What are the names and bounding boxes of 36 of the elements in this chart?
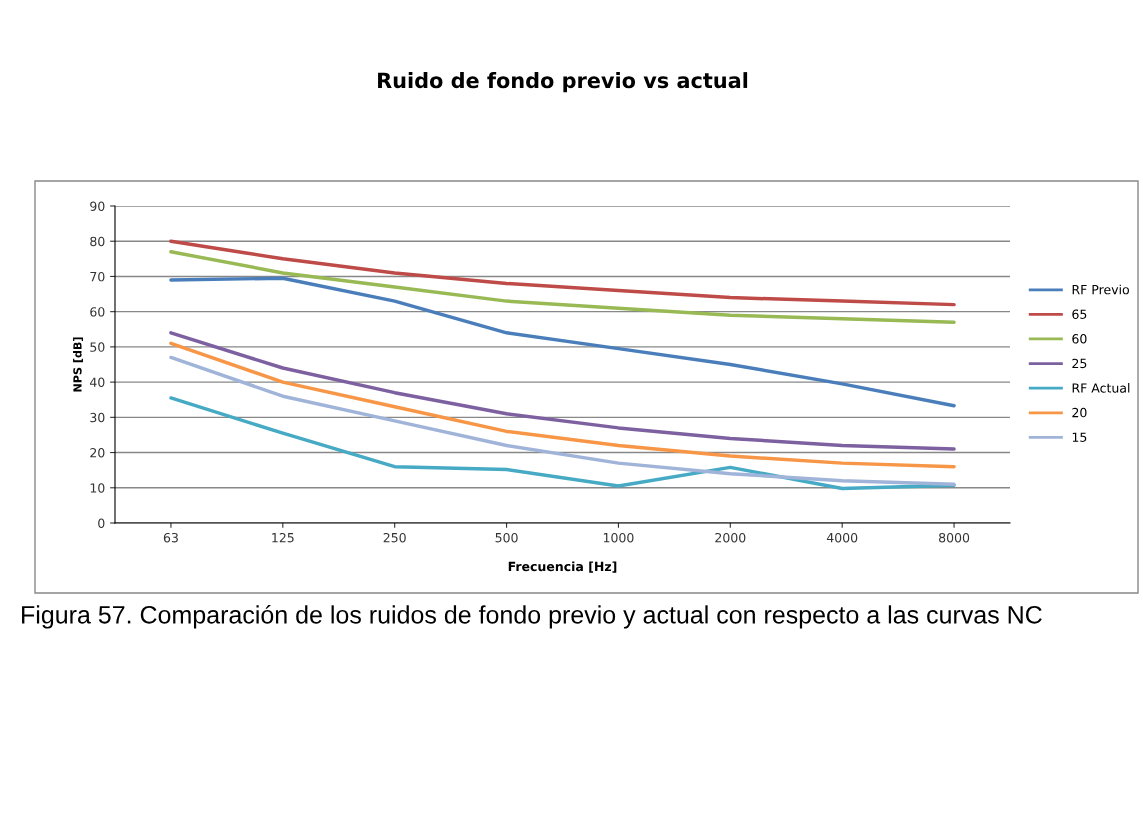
y-tick-label: 50 (90, 342, 105, 352)
y-tick-label: 40 (89, 377, 105, 388)
x-tick-label: 2000 (715, 532, 746, 543)
legend-label: RF Previo (1072, 284, 1129, 295)
line-series (169, 331, 956, 451)
text: Figura 57. Comparación de los ruidos de fondo previo y actual con respecto a las curvas NC (22, 605, 1042, 629)
y-tick-label: 80 (90, 236, 105, 247)
x-axis-title: Frecuencia [Hz] (508, 561, 617, 573)
legend-label: 15 (1072, 432, 1087, 442)
legend-label: 25 (1072, 358, 1087, 369)
legend-label: RF Actual (1072, 383, 1130, 393)
line-series (169, 355, 956, 486)
y-tick-label: 90 (90, 201, 105, 211)
y-tick-label: 60 (90, 307, 105, 317)
x-tick-label: 63 (163, 532, 178, 543)
y-tick-label: 0 (98, 518, 105, 528)
line-series (169, 276, 956, 408)
x-tick-label: 500 (495, 532, 518, 543)
line-series (169, 396, 956, 491)
y-tick-label: 10 (90, 483, 105, 493)
y-tick-label: 70 (90, 271, 105, 282)
y-tick-label: 30 (90, 412, 105, 423)
line-series (169, 250, 956, 324)
x-tick-label: 250 (383, 532, 406, 543)
x-tick-label: 8000 (939, 532, 970, 543)
line-series (169, 341, 956, 469)
y-tick-label: 20 (90, 448, 105, 458)
x-tick-label: 4000 (826, 532, 858, 543)
chart-title: Ruido de fondo previo vs actual (378, 72, 748, 93)
x-tick-label: 1000 (603, 532, 634, 543)
legend-label: 20 (1072, 407, 1087, 418)
x-tick-label: 125 (272, 532, 294, 543)
y-axis-title: NPS [dB] (73, 337, 83, 392)
legend-label: 65 (1072, 309, 1087, 319)
line-series (169, 239, 956, 307)
legend-label: 60 (1072, 334, 1087, 344)
